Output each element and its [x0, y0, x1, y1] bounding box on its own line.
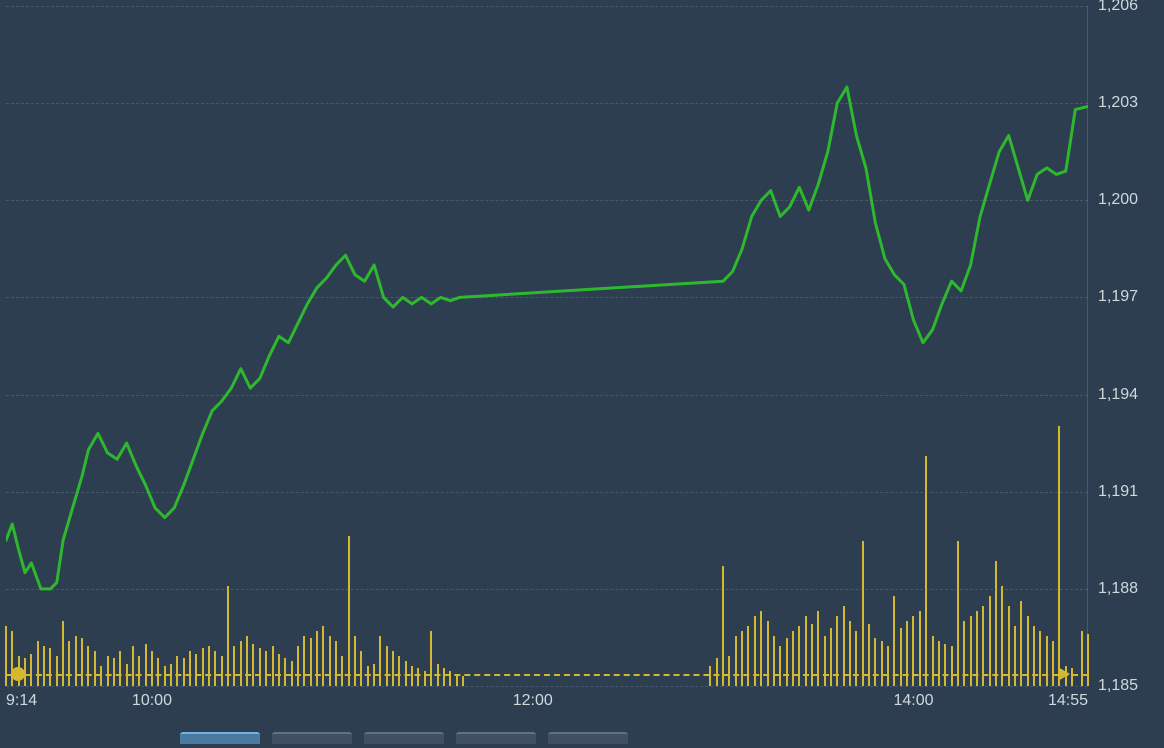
- y-tick-label: 1,197: [1098, 288, 1138, 306]
- y-tick-label: 1,206: [1098, 0, 1138, 15]
- price-line: [6, 6, 1088, 686]
- interval-tab-0[interactable]: [180, 732, 260, 744]
- x-tick-label: 14:00: [893, 692, 933, 710]
- interval-tab-3[interactable]: [456, 732, 536, 744]
- grid-line: [6, 686, 1088, 687]
- grid-line: [6, 103, 1088, 104]
- grid-line: [6, 492, 1088, 493]
- timeline-track[interactable]: [6, 674, 1088, 676]
- interval-tab-bar: [180, 732, 628, 746]
- grid-line: [6, 395, 1088, 396]
- interval-tab-4[interactable]: [548, 732, 628, 744]
- y-tick-label: 1,191: [1098, 483, 1138, 501]
- interval-tab-2[interactable]: [364, 732, 444, 744]
- y-tick-label: 1,185: [1098, 677, 1138, 695]
- y-tick-label: 1,188: [1098, 580, 1138, 598]
- timeline-start-handle[interactable]: [11, 667, 25, 681]
- grid-line: [6, 297, 1088, 298]
- x-tick-label: 14:55: [1048, 692, 1088, 710]
- x-tick-label: 12:00: [513, 692, 553, 710]
- interval-tab-1[interactable]: [272, 732, 352, 744]
- grid-line: [6, 200, 1088, 201]
- y-tick-label: 1,203: [1098, 94, 1138, 112]
- x-tick-label: 10:00: [132, 692, 172, 710]
- timeline-end-arrow[interactable]: [1058, 667, 1070, 681]
- y-tick-label: 1,194: [1098, 386, 1138, 404]
- x-tick-label: 9:14: [6, 692, 37, 710]
- price-volume-chart: 1,185 1,188 1,191 1,194 1,197 1,200 1,203 1,206…: [0, 0, 1164, 748]
- grid-line: [6, 589, 1088, 590]
- plot-area[interactable]: [6, 6, 1088, 686]
- grid-line: [6, 6, 1088, 7]
- y-tick-label: 1,200: [1098, 191, 1138, 209]
